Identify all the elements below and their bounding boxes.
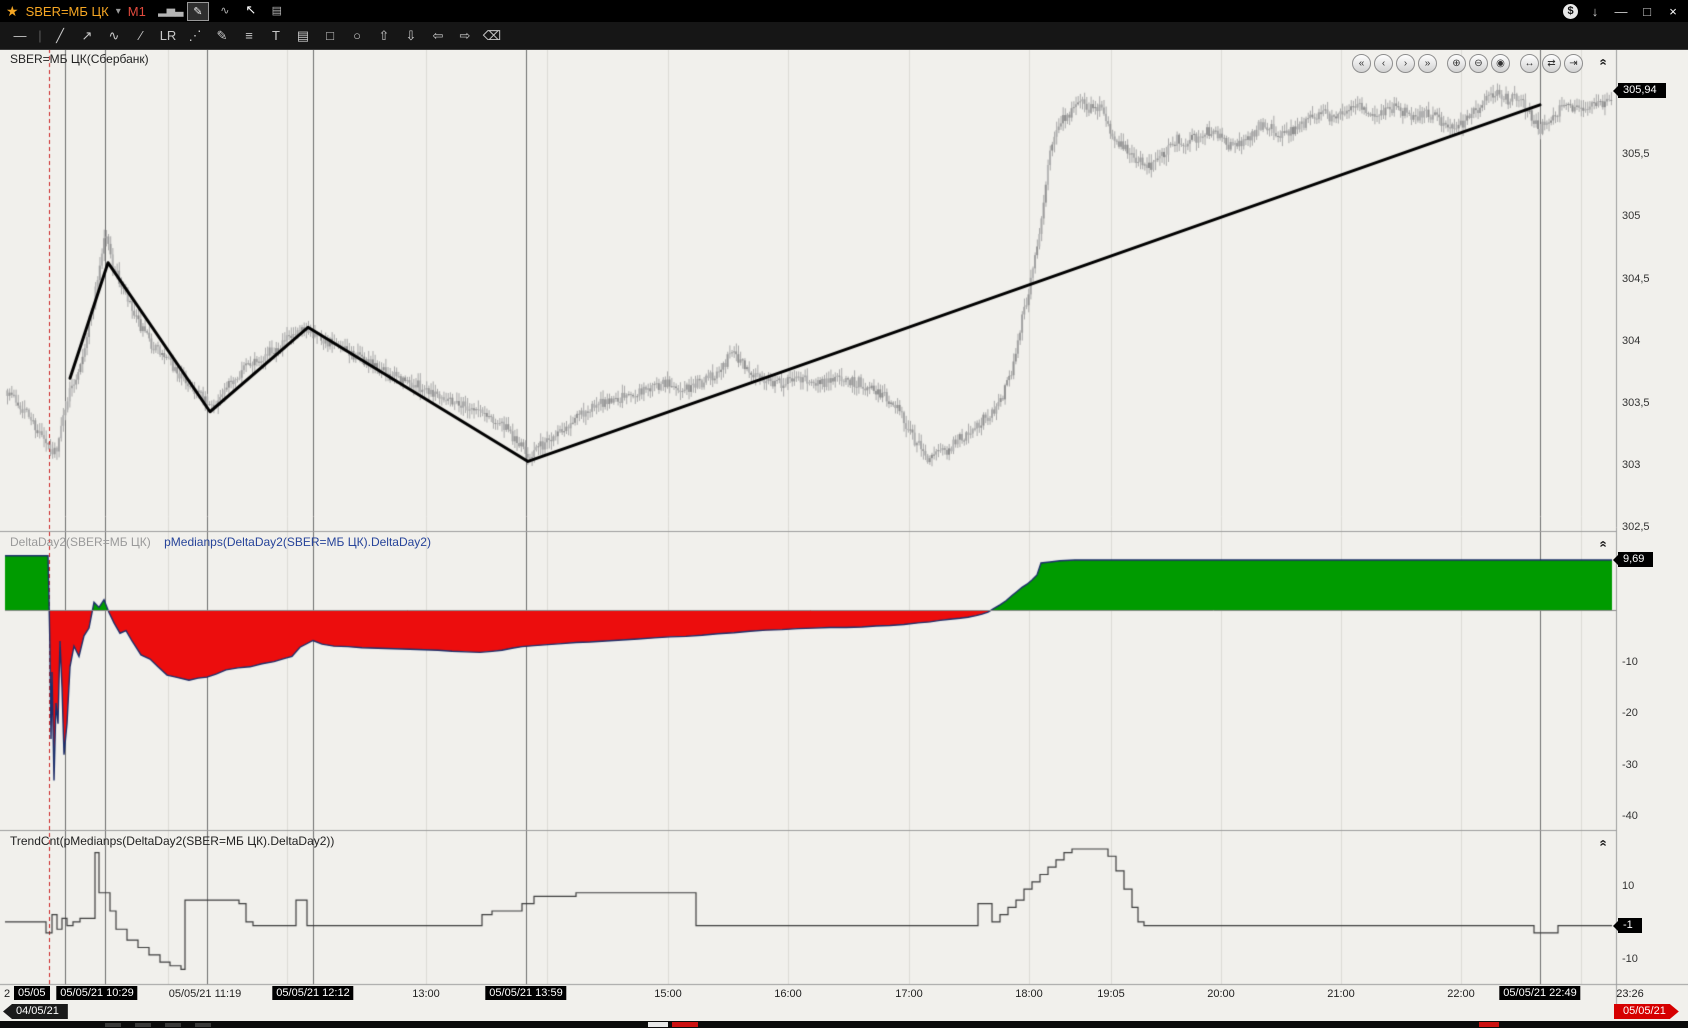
time-marker-badge: 05/05/21 22:49 xyxy=(1499,986,1581,1000)
delta-value-badge: 9,69 xyxy=(1612,552,1654,567)
taskbar-segment xyxy=(672,1022,698,1027)
taskbar-segment xyxy=(648,1022,668,1027)
time-marker-badge: 05/05/21 12:12 xyxy=(272,986,354,1000)
time-label: 18:00 xyxy=(1015,988,1043,1000)
cursor-icon[interactable]: ↖ xyxy=(245,2,257,17)
panel1-collapse-icon[interactable]: « xyxy=(1596,58,1612,65)
time-marker-badge: 05/05/21 10:29 xyxy=(56,986,138,1000)
timeframe-label[interactable]: M1 xyxy=(127,3,146,19)
parallel-channel-tool[interactable]: ⋰ xyxy=(188,27,202,43)
minimize-button[interactable]: — xyxy=(1614,3,1628,19)
pencil-draw-icon[interactable]: ✎ xyxy=(186,1,209,21)
segment-tool[interactable]: ∕ xyxy=(139,28,143,43)
drawing-toolbar: — | ╱ ↗ ∿ ∕ LR ⋰ ✎ ≡ T ▤ □ ○ ⇧ ⇩ ⇦ ⇨ ⌫ xyxy=(0,22,1688,50)
prev-session-badge: 04/05/21 xyxy=(3,1004,68,1019)
text-tool[interactable]: T xyxy=(272,28,280,43)
time-label: 17:00 xyxy=(895,988,923,1000)
curve-indicator-icon[interactable]: ∿ xyxy=(220,4,230,17)
time-label: 15:00 xyxy=(654,988,682,1000)
symbol-title[interactable]: SBER=МБ ЦК xyxy=(25,3,109,19)
price-tick: 304 xyxy=(1622,335,1641,347)
levels-tool[interactable]: ≡ xyxy=(245,28,253,43)
stamp-tool[interactable]: ▤ xyxy=(296,27,310,43)
price-tick: 303,5 xyxy=(1622,397,1650,409)
scroll-right-button[interactable]: › xyxy=(1396,54,1415,73)
regression-channel-tool[interactable]: LR xyxy=(159,28,177,43)
restore-button[interactable]: □ xyxy=(1643,3,1651,19)
price-tick: 303 xyxy=(1622,459,1641,471)
time-marker-badge: 05/05 xyxy=(14,986,50,1000)
last-price-badge: 305,94 xyxy=(1613,83,1666,98)
trend-line-tool[interactable]: ╱ xyxy=(56,27,64,43)
auto-scroll-button[interactable]: ⇄ xyxy=(1542,54,1561,73)
panel2-title-indicator: DeltaDay2(SBER=МБ ЦК) xyxy=(10,535,151,549)
taskbar-segment xyxy=(195,1023,211,1027)
horizontal-line-tool[interactable]: — xyxy=(13,28,27,43)
panel1-title: SBER=МБ ЦК(Сбербанк) xyxy=(10,52,149,66)
license-dollar-icon[interactable]: $ xyxy=(1563,3,1578,19)
time-label: 2 xyxy=(4,988,11,1000)
delta-tick: -30 xyxy=(1622,759,1638,771)
toolbar-separator: | xyxy=(38,28,42,43)
download-icon[interactable]: ↓ xyxy=(1591,3,1599,19)
bars-chart-icon[interactable]: ▂▅▃ xyxy=(158,4,184,17)
fit-width-button[interactable]: ↔ xyxy=(1520,54,1539,73)
taskbar-segment xyxy=(105,1023,121,1027)
favorite-star-icon[interactable]: ★ xyxy=(6,3,19,19)
go-to-end-button[interactable]: ⇥ xyxy=(1564,54,1583,73)
objects-panel-icon[interactable]: ▤ xyxy=(271,4,283,17)
symbol-dropdown-chevron-icon[interactable]: ▾ xyxy=(115,5,121,17)
trendcnt-tick: -10 xyxy=(1622,953,1638,965)
close-button[interactable]: × xyxy=(1669,3,1677,19)
price-tick: 305,5 xyxy=(1622,148,1650,160)
panel3-collapse-icon[interactable]: « xyxy=(1596,839,1612,846)
arrow-up-tool[interactable]: ⇧ xyxy=(378,27,390,43)
time-label: 21:00 xyxy=(1327,988,1355,1000)
arrow-right-tool[interactable]: ⇨ xyxy=(459,27,471,43)
zoom-window-button[interactable]: ◉ xyxy=(1491,54,1510,73)
zoom-out-button[interactable]: ⊖ xyxy=(1469,54,1488,73)
os-taskbar xyxy=(0,1021,1688,1028)
panel2-title: DeltaDay2(SBER=МБ ЦК) pMedianps(DeltaDay… xyxy=(10,535,431,549)
price-tick: 302,5 xyxy=(1622,521,1650,533)
rectangle-tool[interactable]: □ xyxy=(326,28,334,43)
delta-tick: -40 xyxy=(1622,810,1638,822)
ray-tool[interactable]: ↗ xyxy=(81,27,93,43)
delta-tick: -20 xyxy=(1622,707,1638,719)
delta-tick: -10 xyxy=(1622,656,1638,668)
taskbar-segment xyxy=(1479,1022,1499,1027)
panel2-title-script: pMedianps(DeltaDay2(SBER=МБ ЦК).DeltaDay… xyxy=(164,535,431,549)
arrow-down-tool[interactable]: ⇩ xyxy=(405,27,417,43)
ellipse-tool[interactable]: ○ xyxy=(353,28,361,43)
polyline-tool[interactable]: ∿ xyxy=(108,27,120,43)
arrow-left-tool[interactable]: ⇦ xyxy=(432,27,444,43)
price-tick: 304,5 xyxy=(1622,273,1650,285)
trendcnt-tick: 10 xyxy=(1622,880,1635,892)
delete-tool[interactable]: ⌫ xyxy=(482,27,502,43)
trendcnt-value-badge: -1 xyxy=(1613,918,1642,933)
time-label: 22:00 xyxy=(1447,988,1475,1000)
chart-nav-buttons: «‹ ›» ⊕ ⊖ ◉ ↔ ⇄ ⇥ xyxy=(1352,54,1586,73)
time-label: 23:26 xyxy=(1616,988,1644,1000)
panel3-title: TrendCnt(pMedianps(DeltaDay2(SBER=МБ ЦК)… xyxy=(10,834,335,848)
time-marker-badge: 05/05/21 13:59 xyxy=(485,986,567,1000)
scroll-fast-left-button[interactable]: « xyxy=(1352,54,1371,73)
titlebar: ★ SBER=МБ ЦК ▾ M1 ▂▅▃ ✎ ∿ ↖ ▤ $ ↓ — □ × xyxy=(0,0,1688,22)
panel2-collapse-icon[interactable]: « xyxy=(1596,540,1612,547)
time-label: 19:05 xyxy=(1097,988,1125,1000)
time-label: 05/05/21 11:19 xyxy=(168,988,242,1000)
time-label: 20:00 xyxy=(1207,988,1235,1000)
time-label: 16:00 xyxy=(774,988,802,1000)
taskbar-segment xyxy=(165,1023,181,1027)
taskbar-segment xyxy=(135,1023,151,1027)
scroll-left-button[interactable]: ‹ xyxy=(1374,54,1393,73)
scroll-fast-right-button[interactable]: » xyxy=(1418,54,1437,73)
marked-line-tool[interactable]: ✎ xyxy=(216,27,228,43)
time-label: 13:00 xyxy=(412,988,440,1000)
zoom-in-button[interactable]: ⊕ xyxy=(1447,54,1466,73)
current-session-badge: 05/05/21 xyxy=(1614,1004,1679,1019)
price-tick: 305 xyxy=(1622,210,1641,222)
